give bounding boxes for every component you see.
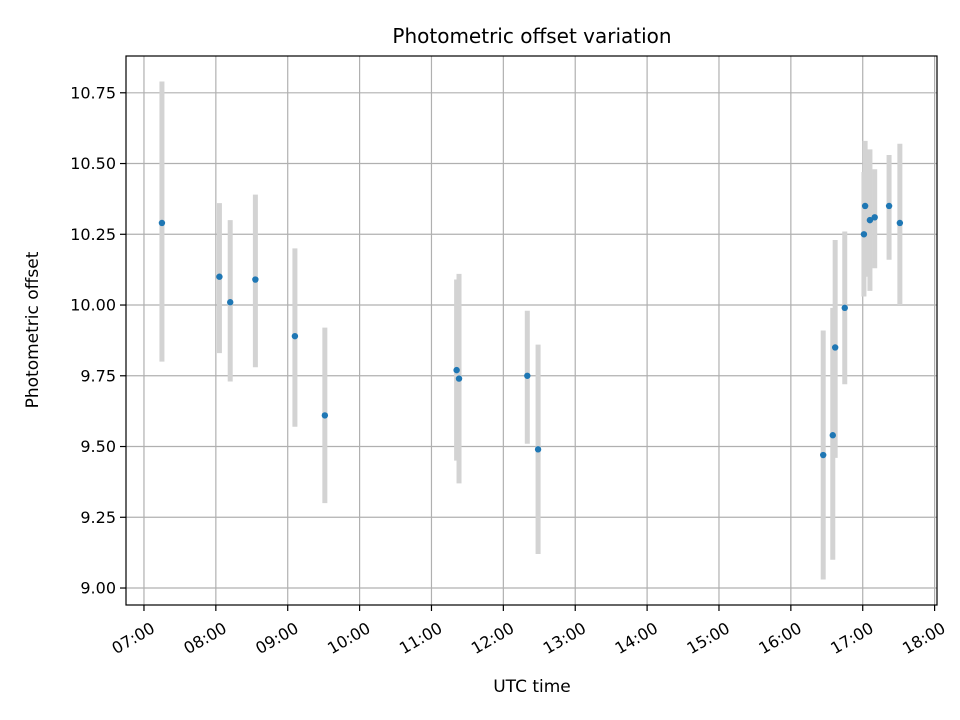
data-points xyxy=(158,202,904,459)
data-point xyxy=(861,202,869,210)
data-point xyxy=(524,372,531,379)
plot-frame xyxy=(125,55,938,606)
chart-title: Photometric offset variation xyxy=(392,24,671,48)
data-point xyxy=(291,332,299,340)
data-point xyxy=(896,219,904,227)
x-axis-title: UTC time xyxy=(493,677,571,697)
data-point xyxy=(831,344,839,351)
data-point xyxy=(829,432,836,439)
data-point xyxy=(216,273,223,280)
y-axis-title: Photometric offset xyxy=(23,251,43,408)
data-point xyxy=(158,219,166,227)
data-point xyxy=(871,214,878,221)
data-point xyxy=(841,304,848,312)
data-point xyxy=(885,202,893,210)
y-tick-label: 10.00 xyxy=(70,296,116,315)
y-tick-label: 10.50 xyxy=(70,154,116,173)
data-point xyxy=(227,299,234,306)
data-point xyxy=(321,412,329,419)
grid-lines xyxy=(126,56,937,605)
y-tick-label: 9.75 xyxy=(80,366,116,385)
data-point xyxy=(453,366,460,374)
data-point xyxy=(866,216,874,224)
y-tick-label: 10.25 xyxy=(70,225,116,244)
data-point xyxy=(252,276,259,283)
data-point xyxy=(455,375,463,382)
data-point xyxy=(819,451,827,459)
y-tick-label: 9.25 xyxy=(80,508,116,527)
data-point xyxy=(860,231,868,238)
data-point xyxy=(534,446,542,453)
y-tick-label: 10.75 xyxy=(70,83,116,102)
y-tick-label: 9.00 xyxy=(80,579,116,598)
y-tick-label: 9.50 xyxy=(80,437,116,456)
y-axis-ticks: 9.00 9.25 9.50 9.75 10.00 10.25 10.50 10.75 xyxy=(70,83,126,598)
